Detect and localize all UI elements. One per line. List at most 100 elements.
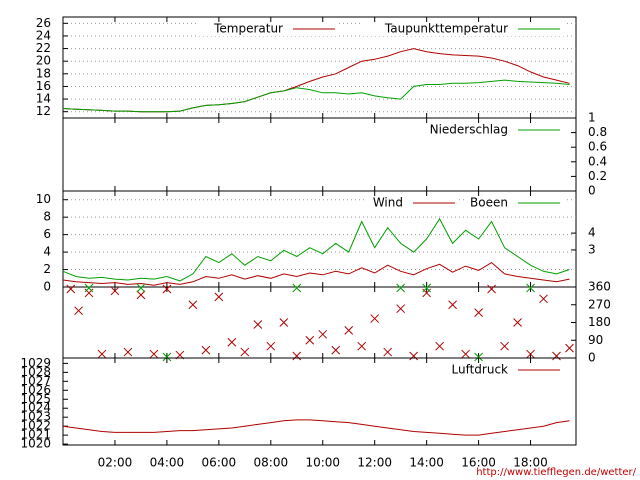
- scatter-point: [149, 349, 159, 359]
- scatter-point: [66, 284, 76, 294]
- y-tick-label: 1024: [20, 401, 51, 415]
- scatter-point: [74, 306, 83, 316]
- y-tick-label: 1023: [20, 410, 51, 424]
- series-line: [62, 79, 570, 113]
- scatter-point: [162, 352, 172, 362]
- scatter-point: [552, 351, 561, 361]
- y2-tick-label: 3: [588, 242, 596, 256]
- scatter-point: [487, 284, 496, 294]
- scatter-point: [396, 283, 406, 293]
- scatter-point: [513, 318, 522, 327]
- x-tick-label: 16:00: [461, 456, 496, 470]
- scatter-point: [201, 345, 211, 355]
- y-tick-label: 14: [36, 92, 51, 106]
- y-tick-label: 2: [43, 262, 51, 276]
- series-line: [62, 419, 570, 436]
- y2-tick-label: 0: [588, 184, 596, 198]
- y-tick-label: 12: [36, 104, 51, 118]
- scatter-point: [136, 283, 146, 293]
- x-tick-label: 04:00: [150, 456, 185, 470]
- y-tick-label: 16: [36, 79, 51, 93]
- y-tick-label: 8: [43, 210, 51, 224]
- legend-label: Temperatur: [213, 22, 283, 36]
- series-line: [62, 217, 570, 282]
- y-tick-label: 1026: [20, 383, 51, 397]
- x-tick-label: 06:00: [202, 456, 237, 470]
- y-tick-label: 1028: [20, 365, 51, 379]
- y-tick-label: 26: [36, 16, 51, 30]
- y-tick-label: 10: [36, 192, 51, 206]
- scatter-point: [253, 320, 263, 329]
- y-tick-label: 1027: [20, 374, 51, 388]
- y-tick-label: 1025: [20, 392, 51, 406]
- y2-tick-label: 0.8: [588, 125, 607, 139]
- scatter-point: [474, 308, 483, 317]
- x-tick-label: 14:00: [409, 456, 444, 470]
- y-tick-label: 1020: [20, 437, 51, 451]
- y2-tick-label: 0.6: [588, 140, 607, 154]
- panel-frame: [62, 357, 577, 446]
- scatter-point: [305, 335, 315, 345]
- y2-tick-label: 180: [588, 315, 611, 329]
- y-tick-label: 20: [36, 54, 51, 68]
- scatter-point: [331, 345, 341, 355]
- legend-bg: [432, 363, 564, 377]
- x-tick-label: 08:00: [254, 456, 289, 470]
- y-tick-label: 1022: [20, 419, 51, 433]
- scatter-point: [279, 318, 289, 327]
- legend-label: Taupunkttemperatur: [384, 22, 508, 36]
- x-tick-label: 10:00: [305, 456, 340, 470]
- scatter-point: [292, 283, 302, 293]
- scatter-point: [162, 284, 172, 294]
- legend-bg: [408, 123, 564, 137]
- y2-tick-label: 0.4: [588, 154, 607, 168]
- scatter-point: [240, 347, 250, 357]
- legend-bg: [464, 196, 564, 210]
- y2-tick-label: 0.2: [588, 169, 607, 183]
- legend-label: Boeen: [470, 196, 508, 210]
- scatter-point: [526, 283, 535, 293]
- scatter-point: [474, 352, 483, 362]
- legend-label: Wind: [373, 196, 403, 210]
- y2-tick-label: 4: [588, 226, 596, 240]
- scatter-point: [123, 347, 133, 357]
- scatter-point: [500, 341, 509, 351]
- scatter-point: [383, 347, 393, 357]
- scatter-point: [357, 341, 367, 351]
- scatter-point: [188, 300, 198, 310]
- y-tick-label: 18: [36, 66, 51, 80]
- y-tick-label: 0: [43, 280, 51, 294]
- scatter-point: [227, 337, 237, 347]
- legend-bg: [199, 22, 339, 36]
- x-tick-label: 18:00: [513, 456, 548, 470]
- scatter-point: [422, 283, 431, 293]
- y-tick-label: 6: [43, 227, 51, 241]
- scatter-point: [136, 290, 146, 300]
- y-tick-label: 24: [36, 28, 51, 42]
- scatter-point: [396, 304, 406, 314]
- scatter-point: [370, 314, 380, 323]
- scatter-point: [292, 351, 302, 361]
- y2-tick-label: 0: [588, 351, 596, 365]
- scatter-point: [539, 294, 548, 304]
- scatter-point: [318, 329, 328, 339]
- scatter-point: [409, 351, 419, 361]
- scatter-point: [565, 343, 574, 353]
- scatter-point: [266, 341, 276, 351]
- y-tick-label: 22: [36, 41, 51, 55]
- y2-tick-label: 270: [588, 297, 611, 311]
- scatter-point: [435, 341, 444, 351]
- y2-tick-label: 360: [588, 280, 611, 294]
- scatter-point: [110, 286, 120, 296]
- y-tick-label: 1021: [20, 428, 51, 442]
- x-tick-label: 12:00: [357, 456, 392, 470]
- x-tick-label: 02:00: [98, 456, 133, 470]
- scatter-point: [461, 349, 470, 359]
- scatter-point: [214, 292, 224, 302]
- scatter-point: [448, 300, 457, 310]
- y2-tick-label: 1: [588, 111, 596, 125]
- scatter-point: [97, 349, 107, 359]
- y2-tick-label: 90: [588, 333, 603, 347]
- scatter-point: [344, 326, 354, 335]
